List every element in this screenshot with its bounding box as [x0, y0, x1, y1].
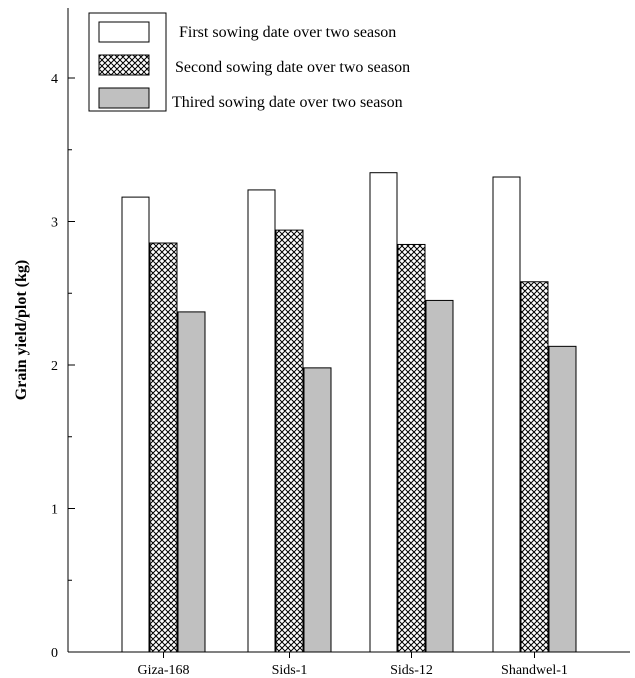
bar-2-giza-168 [149, 242, 178, 653]
legend-swatch-1 [98, 21, 150, 43]
y-tick-label: 1 [51, 503, 58, 518]
legend-swatch-2 [98, 54, 150, 76]
y-tick-label: 3 [51, 216, 58, 231]
bar-1-giza-168 [121, 196, 150, 653]
legend-label-3: Thired sowing date over two season [172, 94, 403, 111]
y-tick-label: 4 [51, 72, 58, 87]
x-tick-label: Shandwel-1 [501, 663, 568, 678]
y-axis-label: Grain yield/plot (kg) [13, 260, 30, 400]
legend-label-2: Second sowing date over two season [175, 59, 410, 76]
y-tick-label: 0 [51, 646, 58, 661]
bar-1-sids-1 [247, 189, 276, 653]
y-tick-label: 2 [51, 359, 58, 374]
bar-2-sids-1 [275, 229, 304, 653]
x-tick-label: Giza-168 [137, 663, 189, 678]
legend-label-1: First sowing date over two season [179, 24, 396, 41]
bar-3-shandwel-1 [548, 345, 577, 653]
bar-2-shandwel-1 [520, 281, 549, 653]
bar-2-sids-12 [397, 243, 426, 653]
bar-3-sids-12 [425, 299, 454, 653]
bar-1-sids-12 [369, 172, 398, 653]
y-ticks: 0 1 2 3 4 [51, 72, 75, 661]
x-tick-label: Sids-12 [390, 663, 433, 678]
bar-3-sids-1 [303, 367, 332, 653]
legend-swatch-3 [98, 87, 150, 109]
bars [121, 172, 577, 653]
legend: First sowing date over two season Second … [88, 12, 410, 112]
bar-1-shandwel-1 [492, 176, 521, 653]
bar-3-giza-168 [177, 311, 206, 653]
category-labels: Giza-168 Sids-1 Sids-12 Shandwel-1 [137, 652, 568, 678]
x-tick-label: Sids-1 [272, 663, 308, 678]
